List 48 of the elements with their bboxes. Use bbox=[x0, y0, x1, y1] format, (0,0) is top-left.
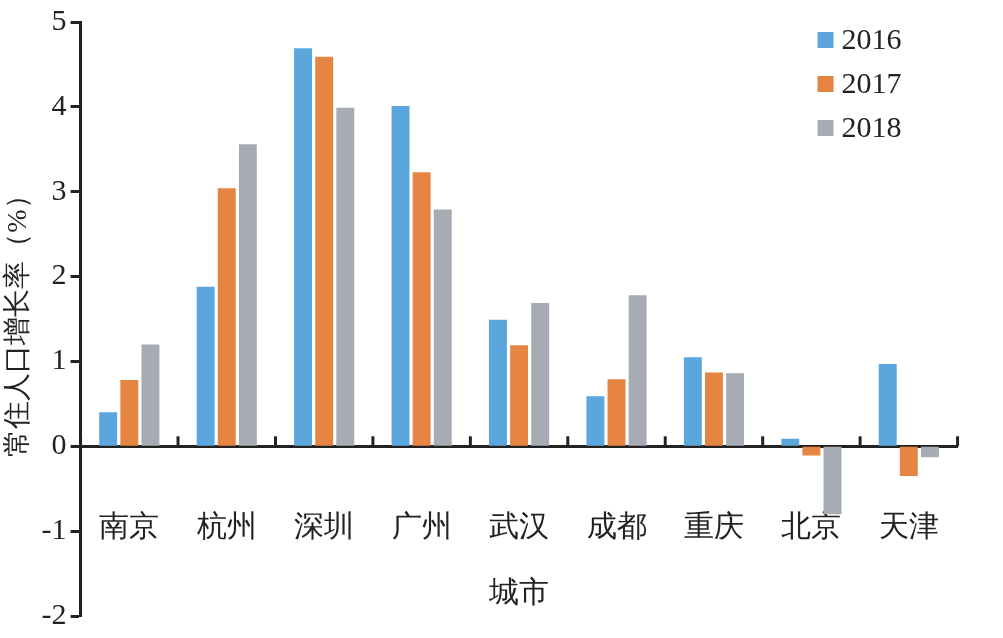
bar bbox=[781, 438, 800, 446]
y-tick-label: 5 bbox=[51, 2, 67, 36]
x-tick-label: 杭州 bbox=[195, 509, 257, 543]
bar bbox=[217, 188, 236, 446]
bar bbox=[920, 446, 939, 458]
bar bbox=[607, 379, 626, 446]
bar bbox=[510, 345, 529, 446]
x-axis-title: 城市 bbox=[488, 575, 550, 609]
bar bbox=[899, 446, 918, 476]
y-axis-title: 常住人口增长率（%） bbox=[1, 181, 33, 457]
bar bbox=[586, 396, 605, 446]
x-tick-label: 南京 bbox=[99, 509, 160, 543]
x-tick-label: 成都 bbox=[586, 509, 647, 543]
bar bbox=[802, 446, 821, 456]
y-tick-label: 4 bbox=[51, 87, 67, 121]
bar bbox=[704, 372, 723, 446]
x-tick-label: 深圳 bbox=[294, 509, 355, 543]
bar bbox=[726, 373, 745, 446]
bar bbox=[488, 319, 507, 446]
legend-label: 2016 bbox=[841, 21, 902, 55]
bar bbox=[683, 357, 702, 446]
legend-label: 2017 bbox=[841, 65, 902, 99]
bar bbox=[433, 209, 452, 446]
bar bbox=[878, 363, 897, 446]
x-tick-label: 北京 bbox=[781, 509, 842, 543]
x-tick-label: 天津 bbox=[878, 509, 939, 543]
y-tick-label: -2 bbox=[41, 596, 67, 630]
bar bbox=[336, 107, 355, 446]
bar bbox=[531, 302, 550, 446]
bar bbox=[294, 48, 313, 446]
x-tick-label: 广州 bbox=[391, 509, 452, 543]
y-tick-label: -1 bbox=[41, 512, 67, 546]
bar bbox=[412, 172, 431, 446]
bar bbox=[628, 295, 647, 446]
y-tick-label: 2 bbox=[51, 257, 67, 291]
bar bbox=[391, 106, 410, 446]
legend-label: 2018 bbox=[841, 109, 902, 143]
bar bbox=[196, 286, 215, 446]
y-tick-label: 1 bbox=[51, 342, 67, 376]
x-tick-label: 武汉 bbox=[489, 509, 550, 543]
bar bbox=[99, 412, 118, 446]
bar bbox=[238, 144, 257, 446]
bar bbox=[120, 380, 139, 446]
y-tick-label: 3 bbox=[51, 172, 67, 206]
y-tick-label: 0 bbox=[51, 427, 67, 461]
x-tick-label: 重庆 bbox=[683, 509, 744, 543]
bar bbox=[141, 344, 160, 446]
bar bbox=[315, 56, 334, 446]
